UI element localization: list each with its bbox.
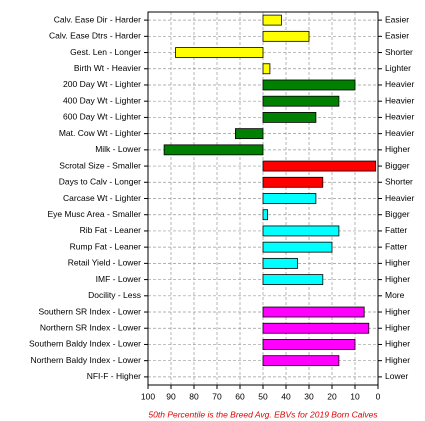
right-label: Higher xyxy=(385,355,410,365)
right-label: Higher xyxy=(385,274,410,284)
category-label: Southern Baldy Index - Lower xyxy=(29,339,141,349)
x-tick-label: 0 xyxy=(376,391,381,401)
right-label: Higher xyxy=(385,306,410,316)
right-label: Shorter xyxy=(385,47,413,57)
category-label: Docility - Less xyxy=(88,290,141,300)
x-tick-label: 50 xyxy=(258,391,268,401)
bar xyxy=(262,63,271,75)
x-tick-label: 60 xyxy=(235,391,245,401)
bar xyxy=(262,339,356,350)
category-label: Southern SR Index - Lower xyxy=(38,306,141,316)
category-label: Gest. Len - Longer xyxy=(70,47,141,57)
bar xyxy=(262,160,377,172)
right-label: Heavier xyxy=(385,112,414,122)
category-label: Retail Yield - Lower xyxy=(68,258,141,268)
right-label: Heavier xyxy=(385,193,414,203)
bar xyxy=(262,79,356,91)
x-tick-label: 40 xyxy=(281,391,291,401)
bar xyxy=(262,176,324,188)
category-label: Calv. Ease Dtrs - Harder xyxy=(49,31,141,41)
category-label: NFI-F - Higher xyxy=(87,371,141,381)
category-label: Days to Calv - Longer xyxy=(59,177,141,187)
category-label: Northern Baldy Index - Lower xyxy=(30,355,141,365)
right-label: Heavier xyxy=(385,79,414,89)
bar xyxy=(262,95,340,107)
category-label: Milk - Lower xyxy=(95,144,141,154)
plot-frame xyxy=(147,11,379,386)
bar xyxy=(262,14,282,26)
category-label: 200 Day Wt - Lighter xyxy=(63,79,141,89)
x-tick-label: 70 xyxy=(212,391,222,401)
category-label: Northern SR Index - Lower xyxy=(40,322,141,332)
right-label: Higher xyxy=(385,339,410,349)
category-label: Calv. Ease Dir - Harder xyxy=(54,14,141,24)
right-label: Higher xyxy=(385,322,410,332)
category-label: 400 Day Wt - Lighter xyxy=(63,95,141,105)
right-label: Bigger xyxy=(385,209,410,219)
right-label: Fatter xyxy=(385,241,407,251)
x-tick-label: 80 xyxy=(189,391,199,401)
right-label: More xyxy=(385,290,405,300)
right-label: Lighter xyxy=(385,63,411,73)
right-label: Heavier xyxy=(385,95,414,105)
right-label: Bigger xyxy=(385,160,410,170)
category-label: Mat. Cow Wt - Lighter xyxy=(59,128,141,138)
category-label: Scrotal Size - Smaller xyxy=(59,160,141,170)
x-tick-label: 100 xyxy=(141,391,155,401)
x-tick-label: 10 xyxy=(350,391,360,401)
right-label: Fatter xyxy=(385,225,407,235)
x-tick-label: 30 xyxy=(304,391,314,401)
right-label: Lower xyxy=(385,371,408,381)
bar xyxy=(163,144,264,156)
right-label: Easier xyxy=(385,14,409,24)
bar xyxy=(262,193,317,204)
category-label: Carcase Wt - Lighter xyxy=(63,193,141,203)
category-label: Rump Fat - Leaner xyxy=(70,241,142,251)
x-tick-label: 20 xyxy=(327,391,337,401)
footnote: 50th Percentile is the Breed Avg. EBVs f… xyxy=(148,409,378,419)
bar xyxy=(175,47,264,58)
right-label: Easier xyxy=(385,31,409,41)
bar xyxy=(262,209,268,221)
category-label: IMF - Lower xyxy=(96,274,142,284)
right-label: Heavier xyxy=(385,128,414,138)
category-label: 600 Day Wt - Lighter xyxy=(63,112,141,122)
right-label: Shorter xyxy=(385,177,413,187)
bar xyxy=(262,30,310,42)
bar xyxy=(262,257,298,269)
bar xyxy=(262,322,370,334)
bar xyxy=(262,225,340,237)
bar xyxy=(262,241,333,253)
bar xyxy=(262,306,365,318)
right-label: Higher xyxy=(385,144,410,154)
x-tick-label: 90 xyxy=(166,391,176,401)
category-label: Rib Fat - Leaner xyxy=(80,225,142,235)
bar xyxy=(262,112,317,123)
bar xyxy=(262,274,324,285)
bar xyxy=(262,355,340,367)
category-label: Eye Musc Area - Smaller xyxy=(47,209,141,219)
bar xyxy=(234,128,264,140)
category-label: Birth Wt - Heavier xyxy=(74,63,141,73)
right-label: Higher xyxy=(385,258,410,268)
